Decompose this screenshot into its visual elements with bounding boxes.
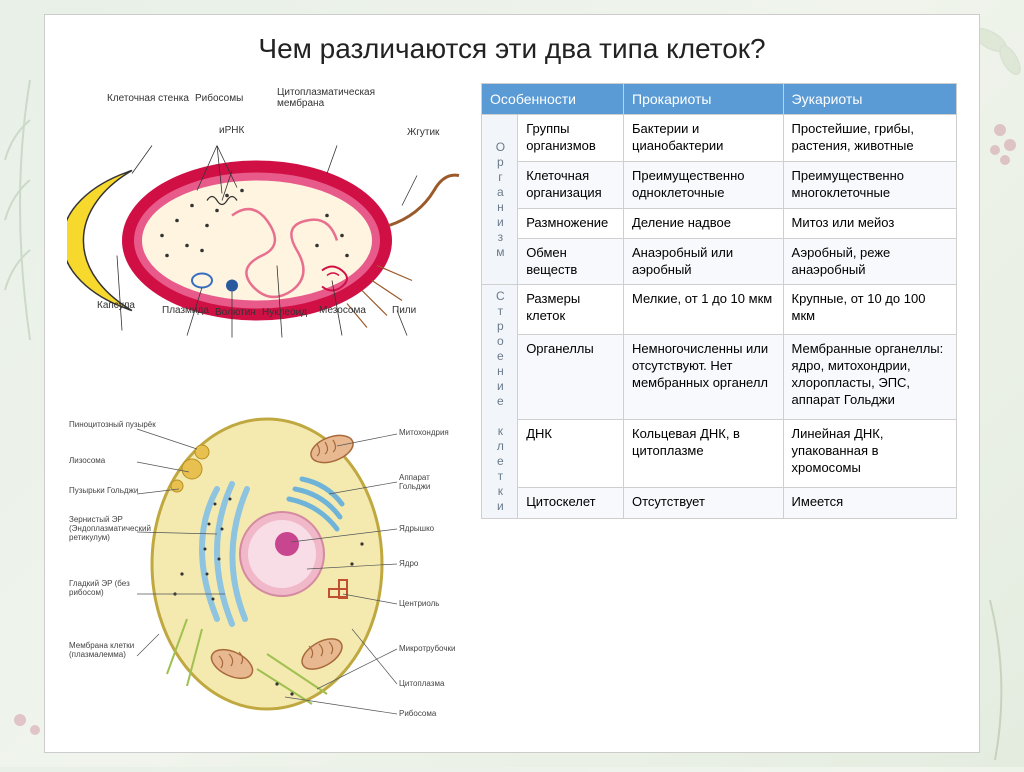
cell-feature: Цитоскелет <box>518 487 624 519</box>
cell-eukaryote: Митоз или мейоз <box>783 208 956 238</box>
label-ribosomes: Рибосомы <box>195 93 243 104</box>
table-header-row: Особенности Прокариоты Эукариоты <box>482 84 957 115</box>
cell-feature: Обмен веществ <box>518 238 624 285</box>
table-body: ОрганизмГруппы организмовБактерии и циан… <box>482 115 957 519</box>
cell-feature: Размеры клеток <box>518 285 624 335</box>
table-row: ДНККольцевая ДНК, в цитоплазмеЛинейная Д… <box>482 420 957 487</box>
cell-prokaryote: Немногочисленны или отсутствуют. Нет мем… <box>624 334 784 419</box>
label-cell-wall: Клеточная стенка <box>107 93 189 104</box>
label-centriole: Центриоль <box>399 599 439 608</box>
label-golgi-vesicles: Пузырьки Гольджи <box>69 486 138 495</box>
cell-feature: Группы организмов <box>518 115 624 162</box>
table-row: ОрганизмГруппы организмовБактерии и циан… <box>482 115 957 162</box>
table-row: Обмен веществАнаэробный или аэробныйАэро… <box>482 238 957 285</box>
label-mesosome: Мезосома <box>319 305 366 316</box>
label-mrna: иРНК <box>219 125 244 136</box>
label-pili: Пили <box>392 305 416 316</box>
label-volutin: Волютин <box>215 307 256 318</box>
label-ribosome: Рибосома <box>399 709 436 718</box>
cell-feature: Органеллы <box>518 334 624 419</box>
row-group-label: Строение клетки <box>482 285 518 519</box>
comparison-table: Особенности Прокариоты Эукариоты Организ… <box>481 83 957 519</box>
cell-eukaryote: Аэробный, реже анаэробный <box>783 238 956 285</box>
label-pinocytic: Пиноцитозный пузырёк <box>69 420 156 429</box>
label-golgi: Аппарат Гольджи <box>399 474 459 492</box>
label-membrane: Мембрана клетки (плазмалемма) <box>69 642 139 660</box>
col-header-prokaryotes: Прокариоты <box>624 84 784 115</box>
table-row: ЦитоскелетОтсутствуетИмеется <box>482 487 957 519</box>
label-lysosome: Лизосома <box>69 456 105 465</box>
label-plasma-membrane: Цитоплазматическая мембрана <box>277 87 397 109</box>
cell-eukaryote: Крупные, от 10 до 100 мкм <box>783 285 956 335</box>
cell-prokaryote: Деление надвое <box>624 208 784 238</box>
slide-title: Чем различаются эти два типа клеток? <box>67 33 957 65</box>
cell-eukaryote: Преимущественно многоклеточные <box>783 161 956 208</box>
table-row: РазмножениеДеление надвоеМитоз или мейоз <box>482 208 957 238</box>
cell-eukaryote: Простейшие, грибы, растения, животные <box>783 115 956 162</box>
cell-prokaryote: Кольцевая ДНК, в цитоплазме <box>624 420 784 487</box>
label-microtubules: Микротрубочки <box>399 644 455 653</box>
label-cytoplasm: Цитоплазма <box>399 679 444 688</box>
label-smooth-er: Гладкий ЭР (без рибосом) <box>69 580 139 598</box>
col-header-eukaryotes: Эукариоты <box>783 84 956 115</box>
cell-prokaryote: Мелкие, от 1 до 10 мкм <box>624 285 784 335</box>
label-plasmid: Плазмида <box>162 305 209 316</box>
table-column: Особенности Прокариоты Эукариоты Организ… <box>481 83 957 734</box>
content-row: Клеточная стенка Рибосомы иРНК Цитоплазм… <box>67 83 957 734</box>
row-group-label: Организм <box>482 115 518 285</box>
label-nucleus: Ядро <box>399 559 418 568</box>
prokaryote-diagram: Клеточная стенка Рибосомы иРНК Цитоплазм… <box>67 83 467 388</box>
cell-eukaryote: Имеется <box>783 487 956 519</box>
cell-eukaryote: Мембранные органеллы: ядро, митохондрии,… <box>783 334 956 419</box>
label-capsule: Капсула <box>97 300 135 311</box>
label-nucleolus: Ядрышко <box>399 524 434 533</box>
label-flagellum: Жгутик <box>407 127 439 138</box>
cell-eukaryote: Линейная ДНК, упакованная в хромосомы <box>783 420 956 487</box>
label-nucleoid: Нуклеоид <box>262 307 307 318</box>
cell-feature: Размножение <box>518 208 624 238</box>
cell-prokaryote: Бактерии и цианобактерии <box>624 115 784 162</box>
slide-container: Чем различаются эти два типа клеток? <box>44 14 980 753</box>
table-row: Клеточная организацияПреимущественно одн… <box>482 161 957 208</box>
label-mitochondrion: Митохондрия <box>399 428 449 437</box>
diagrams-column: Клеточная стенка Рибосомы иРНК Цитоплазм… <box>67 83 467 734</box>
cell-prokaryote: Анаэробный или аэробный <box>624 238 784 285</box>
label-rough-er: Зернистый ЭР (Эндоплазматический ретикул… <box>69 516 139 542</box>
cell-prokaryote: Отсутствует <box>624 487 784 519</box>
cell-feature: Клеточная организация <box>518 161 624 208</box>
table-row: Строение клеткиРазмеры клетокМелкие, от … <box>482 285 957 335</box>
cell-feature: ДНК <box>518 420 624 487</box>
eukaryote-diagram: Пиноцитозный пузырёк Лизосома Пузырьки Г… <box>67 394 467 734</box>
col-header-features: Особенности <box>482 84 624 115</box>
cell-prokaryote: Преимущественно одноклеточные <box>624 161 784 208</box>
table-row: ОрганеллыНемногочисленны или отсутствуют… <box>482 334 957 419</box>
